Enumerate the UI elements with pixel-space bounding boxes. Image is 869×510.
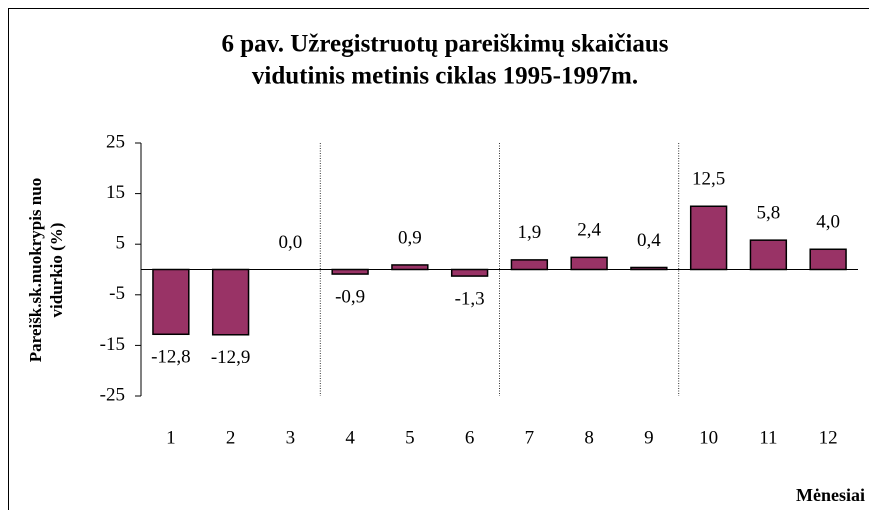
x-tick-label: 3 <box>286 427 296 448</box>
x-tick-label: 11 <box>759 427 777 448</box>
y-tick-label: 15 <box>106 182 125 203</box>
value-label: 12,5 <box>692 169 725 190</box>
y-tick-label: -5 <box>109 283 125 304</box>
x-tick-label: 4 <box>345 427 355 448</box>
bar <box>450 268 489 277</box>
value-label: -12,9 <box>211 347 251 368</box>
x-axis-title: Mėnesiai <box>796 485 865 505</box>
frame <box>8 8 869 510</box>
x-tick-label: 2 <box>226 427 236 448</box>
bar <box>391 264 429 271</box>
value-label: 0,4 <box>637 230 661 251</box>
bar <box>211 268 250 336</box>
chart-title: vidutinis metinis ciklas 1995-1997m. <box>252 63 638 90</box>
bar <box>749 239 788 271</box>
value-label: 0,9 <box>398 227 422 248</box>
chart-title: 6 pav. Užregistruotų pareiškimų skaičiau… <box>221 31 668 58</box>
y-axis-title: Pareišk.sk.nuokrypis nuo <box>26 178 45 362</box>
x-tick-label: 8 <box>584 427 594 448</box>
y-axis-title: vidurkio (%) <box>47 223 66 318</box>
x-tick-label: 1 <box>166 427 176 448</box>
bar <box>152 268 190 336</box>
x-tick-label: 9 <box>644 427 654 448</box>
x-tick-label: 5 <box>405 427 415 448</box>
value-label: -1,3 <box>455 288 485 309</box>
bar <box>331 268 369 275</box>
value-label: -0,9 <box>335 286 365 307</box>
y-tick-label: -25 <box>100 384 125 405</box>
value-label: 1,9 <box>518 222 542 243</box>
x-tick-label: 6 <box>465 427 475 448</box>
value-label: 2,4 <box>577 220 601 241</box>
value-label: 4,0 <box>816 212 840 233</box>
bar <box>510 259 549 271</box>
value-label: 5,8 <box>757 203 781 224</box>
x-tick-label: 10 <box>699 427 718 448</box>
x-tick-label: 12 <box>819 427 838 448</box>
x-tick-label: 7 <box>525 427 535 448</box>
value-label: 0,0 <box>279 232 303 253</box>
bar <box>570 256 608 271</box>
y-tick-label: 5 <box>116 233 126 254</box>
bar <box>689 205 728 271</box>
y-tick-label: 25 <box>106 131 125 152</box>
y-tick-label: -15 <box>100 334 125 355</box>
value-label: -12,8 <box>151 347 191 368</box>
bar <box>809 248 847 271</box>
